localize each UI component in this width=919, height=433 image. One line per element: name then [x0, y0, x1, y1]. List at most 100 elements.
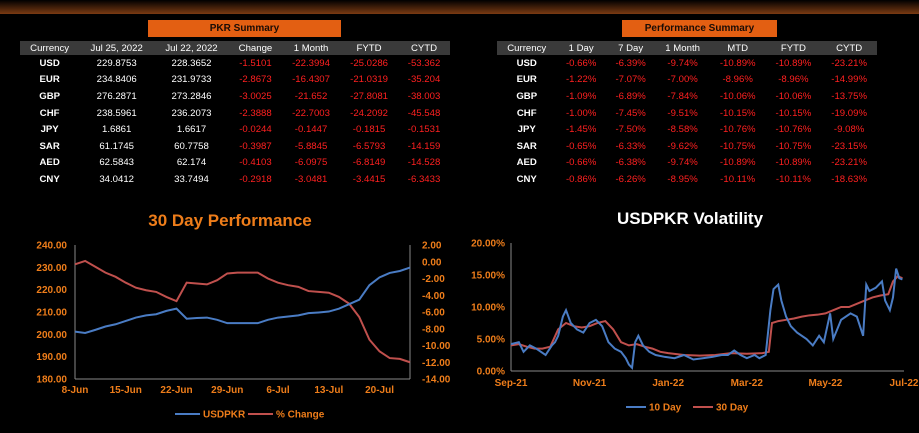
perf-header-row: Currency 1 Day 7 Day 1 Month MTD FYTD CYTD	[497, 41, 877, 55]
perf-value-cell: -8.96%	[778, 74, 809, 86]
x-tick: Jul-22	[890, 378, 919, 389]
pkr-value-cell: -0.1815	[352, 124, 386, 136]
perf-col-header: Currency	[497, 41, 557, 55]
perf-value-cell: -18.63%	[831, 173, 867, 185]
perf-value-cell: -1.09%	[565, 90, 597, 102]
pkr-value-cell: 238.5961	[96, 107, 137, 119]
perf-value-cell: -1.00%	[565, 107, 597, 119]
pkr-value-cell: -21.0319	[350, 74, 388, 86]
pkr-value-cell: 60.7758	[174, 140, 209, 152]
perf-value-cell: -6.89%	[615, 90, 646, 102]
perf-value-cell: -6.33%	[615, 140, 646, 152]
perf-value-cell: -1.45%	[565, 124, 597, 136]
pkr-row: SAR 61.1745 60.7758 -0.3987 -5.8845 -6.5793 -1…	[20, 138, 450, 155]
perf-currency-cell: CHF	[516, 107, 537, 119]
pkr-col-header: CYTD	[398, 41, 450, 55]
left-y-tick: 200.00	[36, 330, 67, 341]
pkr-value-cell: -0.0244	[239, 124, 272, 136]
perf-row: CHF -1.00% -7.45% -9.51% -10.15% -10.15% -19.0…	[497, 105, 877, 122]
pkr-value-cell: -0.4103	[239, 157, 272, 169]
performance-summary-table: Currency 1 Day 7 Day 1 Month MTD FYTD CYTD USD…	[497, 41, 877, 188]
pkr-value-cell: -3.0025	[239, 90, 272, 102]
x-tick: 15-Jun	[110, 385, 142, 396]
perf-value-cell: -0.66%	[565, 157, 597, 169]
perf-currency-cell: GBP	[516, 90, 538, 102]
pkr-value-cell: -14.159	[407, 140, 441, 152]
perf-row: EUR -1.22% -7.07% -7.00% -8.96% -8.96% -14.99%	[497, 72, 877, 89]
pkr-summary-banner: PKR Summary	[148, 20, 341, 37]
perf-value-cell: -7.00%	[667, 74, 698, 86]
x-tick: 13-Jul	[314, 385, 343, 396]
volatility-chart: 0.00% 5.00% 10.00% 15.00% 20.00% Sep-21 Nov-21…	[471, 239, 919, 414]
right-y-tick: 2.00	[422, 241, 442, 252]
perf-value-cell: -10.11%	[775, 173, 811, 185]
perf-value-cell: -8.58%	[667, 124, 698, 136]
right-y-tick: -8.00	[422, 324, 445, 335]
pkr-currency-cell: AED	[39, 157, 60, 169]
left-y-tick: 190.00	[36, 352, 67, 363]
pkr-currency-cell: CNY	[39, 173, 60, 185]
perf-value-cell: -23.15%	[831, 140, 867, 152]
perf-value-cell: -10.76%	[775, 124, 812, 136]
pkr-header-row: Currency Jul 25, 2022 Jul 22, 2022 Change 1 …	[20, 41, 450, 55]
x-tick: 29-Jun	[211, 385, 243, 396]
pkr-row: CNY 34.0412 33.7494 -0.2918 -3.0481 -3.4415 -6…	[20, 171, 450, 188]
perf-value-cell: -13.75%	[831, 90, 867, 102]
perf-row: AED -0.66% -6.38% -9.74% -10.89% -10.89% -23.2…	[497, 155, 877, 172]
perf-value-cell: -10.89%	[775, 157, 812, 169]
performance-summary-banner: Performance Summary	[622, 20, 777, 37]
perf-value-cell: -10.06%	[719, 90, 756, 102]
pkr-value-cell: 62.5843	[99, 157, 135, 169]
perf-value-cell: -7.50%	[615, 124, 646, 136]
perf-col-header: 1 Month	[655, 41, 710, 55]
perf-value-cell: -9.74%	[667, 157, 698, 169]
x-tick: Sep-21	[495, 378, 528, 389]
perf-value-cell: -1.22%	[565, 74, 597, 86]
pkr-value-cell: -53.362	[407, 57, 441, 69]
pkr-value-cell: -2.8673	[239, 74, 272, 86]
perf-value-cell: -10.06%	[775, 90, 812, 102]
perf-row: USD -0.66% -6.39% -9.74% -10.89% -10.89% -23.2…	[497, 55, 877, 72]
perf-value-cell: -6.38%	[615, 157, 646, 169]
perf-value-cell: -9.08%	[833, 124, 865, 136]
pkr-value-cell: -6.5793	[352, 140, 386, 152]
perf-value-cell: -6.26%	[615, 173, 646, 185]
pkr-value-cell: -5.8845	[294, 140, 328, 152]
perf-value-cell: -14.99%	[831, 74, 867, 86]
perf-value-cell: -23.21%	[831, 157, 867, 169]
pkr-value-cell: 228.3652	[171, 57, 212, 69]
pkr-value-cell: -16.4307	[292, 74, 330, 86]
pkr-value-cell: -22.7003	[292, 107, 330, 119]
pkr-value-cell: -0.1531	[407, 124, 441, 136]
pkr-currency-cell: SAR	[39, 140, 60, 152]
perf-currency-cell: AED	[516, 157, 537, 169]
y-tick: 0.00%	[477, 367, 505, 378]
perf-value-cell: -7.45%	[615, 107, 646, 119]
pkr-value-cell: 1.6861	[102, 124, 132, 136]
left-y-tick: 180.00	[36, 375, 67, 386]
x-tick: 20-Jul	[365, 385, 394, 396]
pkr-row: USD 229.8753 228.3652 -1.5101 -22.3994 -25.02…	[20, 55, 450, 72]
left-y-tick: 220.00	[36, 285, 67, 296]
perf-value-cell: -8.96%	[722, 74, 753, 86]
pkr-value-cell: -2.3888	[239, 107, 272, 119]
perf-value-cell: -9.62%	[667, 140, 698, 152]
right-y-tick: -6.00	[422, 308, 445, 319]
perf-value-cell: -10.75%	[719, 140, 756, 152]
pkr-value-cell: -6.0975	[294, 157, 328, 169]
vol-10day-line	[510, 268, 903, 370]
perf-value-cell: -10.11%	[720, 173, 756, 185]
pkr-currency-cell: CHF	[39, 107, 60, 119]
y-tick: 20.00%	[471, 239, 505, 250]
pkr-value-cell: -24.2092	[350, 107, 388, 119]
pkr-value-cell: -22.3994	[292, 57, 330, 69]
perf-col-header: CYTD	[821, 41, 877, 55]
pkr-currency-cell: JPY	[40, 124, 59, 136]
perf-currency-cell: CNY	[516, 173, 537, 185]
perf-col-header: 7 Day	[605, 41, 656, 55]
perf-col-header: FYTD	[765, 41, 822, 55]
chart1-title: 30 Day Performance	[148, 211, 312, 230]
left-y-tick: 210.00	[36, 308, 67, 319]
perf-value-cell: -7.84%	[667, 90, 698, 102]
perf-value-cell: -19.09%	[831, 107, 867, 119]
